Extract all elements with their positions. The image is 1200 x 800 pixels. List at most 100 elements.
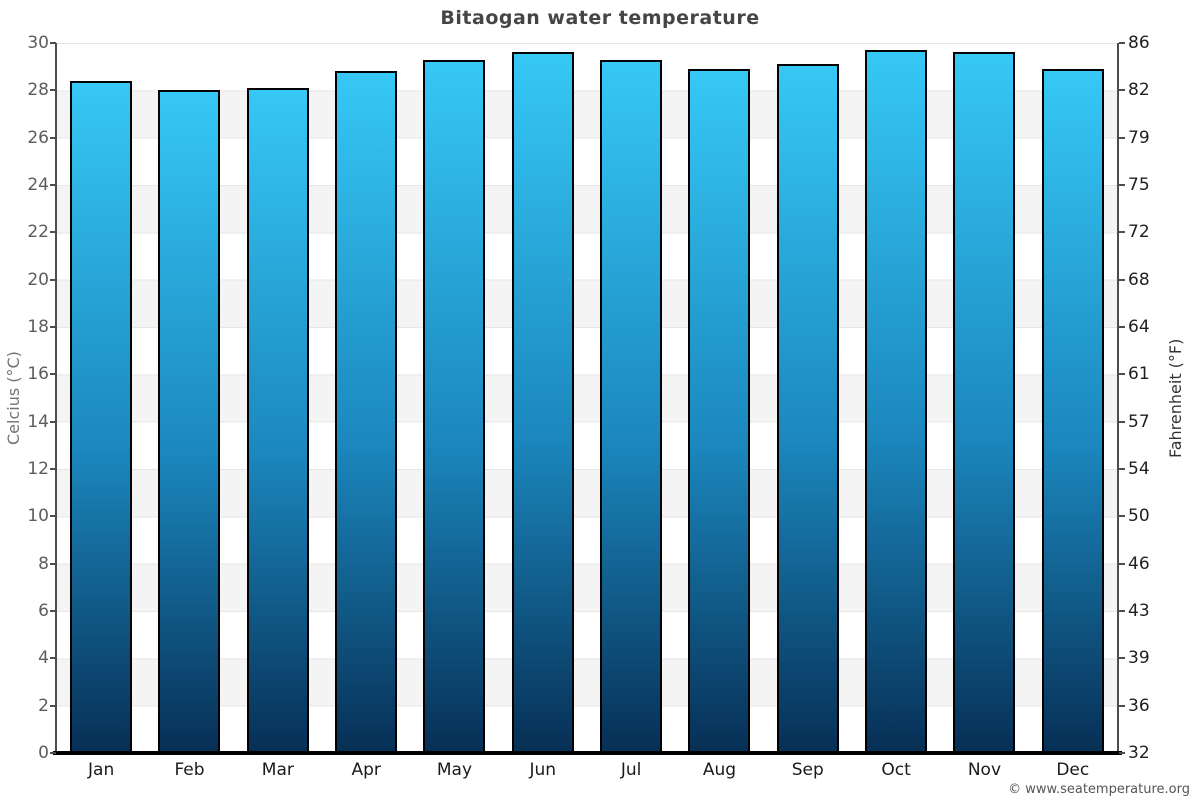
celsius-tickmark (50, 610, 56, 612)
celsius-tickmark (50, 468, 56, 470)
fahrenheit-tickmark (1119, 42, 1125, 44)
bar-slot-apr (322, 43, 410, 753)
bar-jun[interactable] (511, 52, 574, 753)
fahrenheit-tick-label-36: 36 (1128, 695, 1150, 716)
celsius-tick-label-12: 12 (27, 459, 49, 479)
fahrenheit-tickmark (1119, 278, 1125, 281)
month-label-jun: Jun (529, 760, 557, 780)
bar-slot-jun (499, 43, 587, 753)
celsius-tick-label-30: 30 (27, 33, 49, 53)
celsius-tickmark (50, 752, 56, 754)
celsius-tick-label-10: 10 (27, 506, 49, 527)
celsius-tickmark (50, 373, 56, 376)
bar-apr[interactable] (335, 71, 398, 753)
celsius-tickmark (50, 657, 56, 660)
celsius-tickmark (50, 184, 56, 186)
fahrenheit-tickmark (1119, 231, 1125, 234)
plot-area (57, 43, 1117, 753)
y-axis-line-fahrenheit (1117, 43, 1119, 753)
month-label-jul: Jul (620, 760, 642, 780)
celsius-tickmark (50, 278, 56, 281)
bar-jan[interactable] (70, 81, 133, 753)
fahrenheit-tickmark (1119, 704, 1125, 707)
fahrenheit-tickmark (1119, 89, 1125, 92)
celsius-tick-label-2: 2 (38, 695, 49, 716)
fahrenheit-tick-label-54: 54 (1128, 459, 1150, 479)
bar-aug[interactable] (688, 69, 751, 753)
celsius-tickmark (50, 231, 56, 234)
bar-feb[interactable] (158, 90, 221, 753)
copyright-link[interactable]: © www.seatemperature.org (1008, 782, 1190, 797)
fahrenheit-tickmark (1119, 420, 1125, 423)
fahrenheit-tickmark (1119, 562, 1125, 565)
fahrenheit-tickmark (1119, 610, 1125, 612)
celsius-tickmark (50, 562, 56, 565)
celsius-tickmark (50, 136, 56, 139)
fahrenheit-tickmark (1119, 373, 1125, 376)
month-label-feb: Feb (174, 760, 205, 780)
chart-title: Bitaogan water temperature (440, 7, 760, 29)
bar-slot-sep (764, 43, 852, 753)
fahrenheit-tick-label-72: 72 (1128, 222, 1150, 243)
celsius-tick-label-22: 22 (27, 222, 49, 243)
fahrenheit-tick-label-32: 32 (1128, 743, 1150, 763)
fahrenheit-tick-label-75: 75 (1128, 175, 1150, 195)
bar-sep[interactable] (776, 64, 839, 753)
celsius-tick-label-6: 6 (38, 601, 49, 621)
fahrenheit-tick-label-57: 57 (1128, 411, 1150, 432)
bar-mar[interactable] (246, 88, 309, 753)
celsius-tick-label-28: 28 (27, 80, 49, 101)
axis-title-fahrenheit: Fahrenheit (°F) (1166, 338, 1185, 458)
bar-slot-feb (145, 43, 233, 753)
fahrenheit-tickmark (1119, 468, 1125, 470)
month-label-aug: Aug (702, 760, 737, 780)
celsius-tick-label-14: 14 (27, 411, 49, 432)
bar-slot-nov (940, 43, 1028, 753)
fahrenheit-tick-label-79: 79 (1128, 127, 1150, 148)
bar-oct[interactable] (865, 50, 928, 753)
month-label-dec: Dec (1056, 760, 1090, 780)
bar-slot-dec (1029, 43, 1117, 753)
fahrenheit-tickmark (1119, 184, 1125, 186)
fahrenheit-tick-label-86: 86 (1128, 33, 1150, 53)
celsius-tickmark (50, 515, 56, 518)
celsius-tickmark (50, 420, 56, 423)
bar-dec[interactable] (1041, 69, 1104, 753)
fahrenheit-tickmark (1119, 326, 1125, 328)
fahrenheit-tickmark (1119, 136, 1125, 139)
bar-slot-oct (852, 43, 940, 753)
bar-slot-jul (587, 43, 675, 753)
month-label-nov: Nov (967, 760, 1002, 780)
celsius-tick-label-26: 26 (27, 127, 49, 148)
fahrenheit-tickmark (1119, 515, 1125, 518)
x-axis-month-labels: Jan Feb Mar Apr May Jun Jul Aug Sep Oct Nov Dec (57, 760, 1117, 780)
fahrenheit-tick-label-68: 68 (1128, 269, 1150, 290)
bar-series (57, 43, 1117, 753)
axis-title-celsius: Celcius (°C) (4, 351, 23, 445)
month-label-may: May (436, 760, 473, 780)
bar-slot-mar (234, 43, 322, 753)
celsius-tick-label-8: 8 (38, 553, 49, 574)
bar-nov[interactable] (953, 52, 1016, 753)
celsius-tick-label-24: 24 (27, 175, 49, 195)
month-label-oct: Oct (881, 760, 911, 780)
celsius-tickmark (50, 42, 56, 44)
fahrenheit-tickmark (1119, 752, 1125, 754)
fahrenheit-tick-label-50: 50 (1128, 506, 1150, 527)
celsius-tick-label-18: 18 (27, 317, 49, 337)
celsius-tickmark (50, 326, 56, 328)
celsius-tickmark (50, 89, 56, 92)
bar-slot-may (410, 43, 498, 753)
fahrenheit-tick-label-82: 82 (1128, 80, 1150, 101)
y-axis-line-celsius (55, 43, 57, 753)
celsius-tick-label-4: 4 (38, 648, 49, 669)
bar-jul[interactable] (600, 60, 663, 753)
month-label-apr: Apr (351, 760, 381, 780)
celsius-tick-label-16: 16 (27, 364, 49, 385)
x-axis-baseline (53, 751, 1122, 755)
fahrenheit-tick-label-64: 64 (1128, 317, 1150, 337)
bar-may[interactable] (423, 60, 486, 753)
fahrenheit-tick-label-46: 46 (1128, 553, 1150, 574)
fahrenheit-tick-label-39: 39 (1128, 648, 1150, 669)
